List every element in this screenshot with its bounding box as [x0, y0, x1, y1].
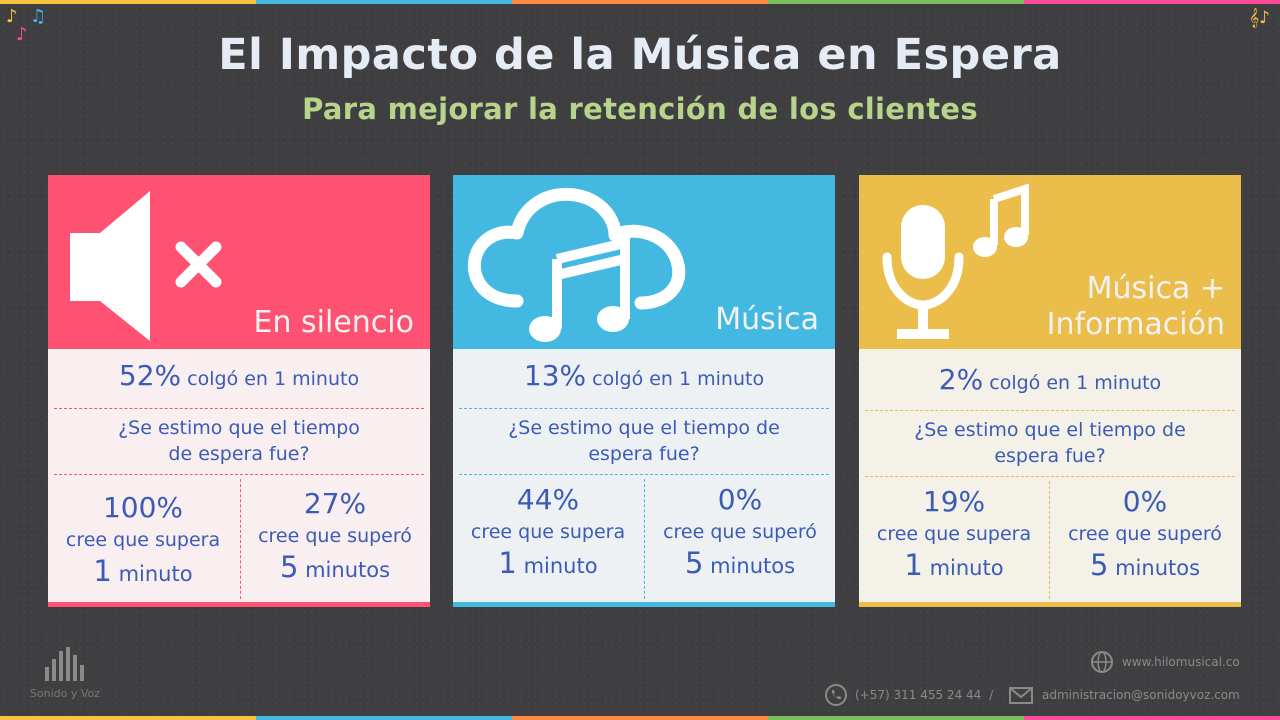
- card-music: Música 13% colgó en 1 minuto ¿Se estimo …: [453, 175, 835, 607]
- card-header: Música: [453, 175, 835, 349]
- music-notes-decoration-icon: ♪ ♫ ♪: [6, 6, 47, 45]
- divider: [54, 408, 424, 409]
- website-link[interactable]: www.hilomusical.co: [1090, 650, 1240, 674]
- treble-clef-decoration-icon: 𝄞♪: [1249, 8, 1270, 28]
- divider: [459, 474, 829, 475]
- card-body: 13% colgó en 1 minuto ¿Se estimo que el …: [453, 349, 835, 602]
- globe-icon: [1091, 651, 1113, 673]
- card-music-info: Música + Información 2% colgó en 1 minuto…: [859, 175, 1241, 607]
- estimate-left: 19% cree que supera 1 minuto: [876, 485, 1032, 582]
- sound-bars-icon: [45, 647, 84, 681]
- divider: [865, 476, 1235, 477]
- card-footer-bar: [859, 602, 1241, 607]
- bottom-color-stripe: [0, 716, 1280, 720]
- estimate-right: 27% cree que superó 5 minutos: [258, 487, 412, 584]
- card-footer-bar: [453, 602, 835, 607]
- estimate-question: ¿Se estimo que el tiempo de espera fue?: [914, 419, 1186, 467]
- divider: [1049, 481, 1050, 599]
- divider: [240, 479, 241, 599]
- top-color-stripe: [0, 0, 1280, 4]
- estimate-question: ¿Se estimo que el tiempo de espera fue?: [508, 417, 780, 465]
- card-silence: En silencio 52% colgó en 1 minuto ¿Se es…: [48, 175, 430, 607]
- card-footer-bar: [48, 602, 430, 607]
- card-label: En silencio: [253, 305, 414, 340]
- card-header: Música + Información: [859, 175, 1241, 349]
- estimate-left: 100% cree que supera 1 minuto: [65, 491, 221, 588]
- hangup-stat: 13% colgó en 1 minuto: [523, 359, 765, 392]
- divider: [459, 408, 829, 409]
- microphone-music-icon: [882, 183, 1029, 339]
- page-title: El Impacto de la Música en Espera: [218, 30, 1062, 80]
- hangup-stat: 52% colgó en 1 minuto: [118, 359, 360, 392]
- card-body: 2% colgó en 1 minuto ¿Se estimo que el t…: [859, 349, 1241, 602]
- envelope-icon: [1009, 687, 1033, 704]
- divider: [865, 410, 1235, 411]
- estimate-right: 0% cree que superó 5 minutos: [1068, 485, 1222, 582]
- divider: [644, 479, 645, 599]
- hangup-stat: 2% colgó en 1 minuto: [938, 363, 1162, 396]
- card-body: 52% colgó en 1 minuto ¿Se estimo que el …: [48, 349, 430, 602]
- brand-logo: Sonido y Voz: [20, 645, 110, 700]
- brand-name: Sonido y Voz: [29, 687, 101, 700]
- divider: [54, 474, 424, 475]
- estimate-question: ¿Se estimo que el tiempo de espera fue?: [118, 417, 360, 465]
- phone-icon: [825, 684, 847, 706]
- card-header: En silencio: [48, 175, 430, 349]
- muted-speaker-icon: [70, 191, 222, 341]
- card-label: Música + Información: [1046, 271, 1225, 342]
- page-subtitle: Para mejorar la retención de los cliente…: [302, 92, 978, 126]
- cloud-music-icon: [467, 187, 686, 342]
- estimate-right: 0% cree que superó 5 minutos: [663, 483, 817, 580]
- card-label: Música: [715, 302, 819, 337]
- phone-contact[interactable]: (+57) 311 455 24 44 /: [825, 684, 993, 706]
- estimate-left: 44% cree que supera 1 minuto: [470, 483, 626, 580]
- email-contact[interactable]: administracion@sonidoyvoz.com: [1008, 684, 1240, 706]
